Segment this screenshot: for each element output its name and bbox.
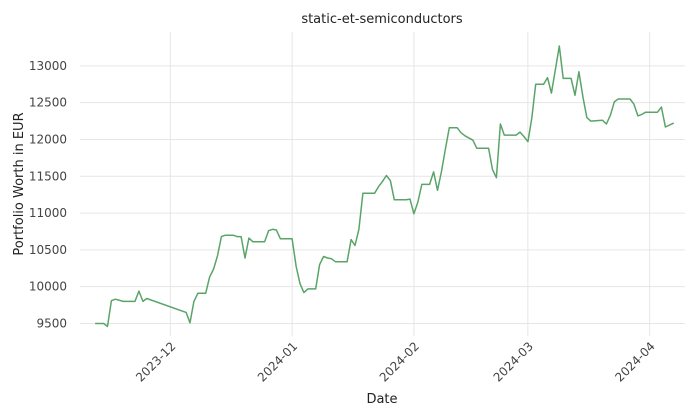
- y-tick-label: 10500: [29, 243, 67, 257]
- x-tick-label: 2024-01: [255, 339, 300, 384]
- y-tick-label: 12500: [29, 96, 67, 110]
- series-layer: [94, 45, 674, 328]
- y-tick-label: 13000: [29, 59, 67, 73]
- x-axis-ticks: 2023-12 2024-01 2024-02 2024-03 2024-04: [133, 339, 658, 384]
- x-axis-title: Date: [366, 392, 397, 407]
- y-axis-ticks: 9500 10000 10500 11000 11500 12000 12500 13000: [29, 59, 67, 331]
- x-tick-label: 2023-12: [133, 339, 178, 384]
- y-tick-label: 12000: [29, 132, 67, 146]
- x-tick-label: 2024-03: [491, 339, 536, 384]
- y-tick-label: 10000: [29, 280, 67, 294]
- chart-title: static-et-semiconductors: [301, 12, 463, 27]
- grid: [80, 32, 685, 336]
- y-axis-title: Portfolio Worth in EUR: [12, 112, 27, 255]
- portfolio-worth-line: [94, 45, 674, 328]
- y-tick-label: 11000: [29, 206, 67, 220]
- x-tick-label: 2024-04: [612, 339, 657, 384]
- x-tick-label: 2024-02: [377, 339, 422, 384]
- y-tick-label: 9500: [36, 316, 67, 330]
- y-tick-label: 11500: [29, 169, 67, 183]
